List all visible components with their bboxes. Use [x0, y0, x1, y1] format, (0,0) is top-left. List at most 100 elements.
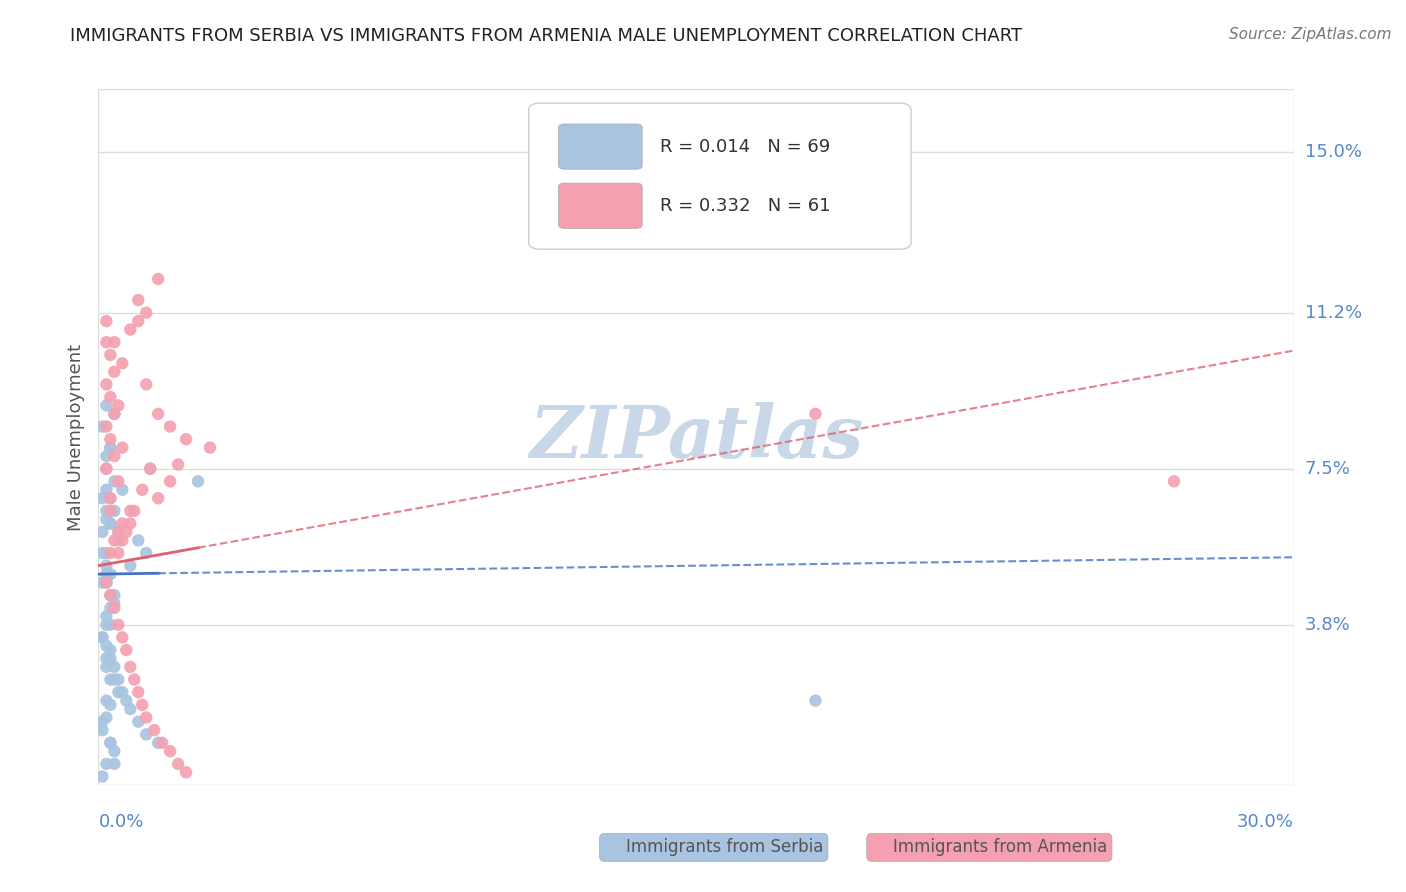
- Text: 15.0%: 15.0%: [1305, 144, 1361, 161]
- Point: [91, 419, 114, 434]
- Point: [115, 693, 138, 707]
- Point: [98, 516, 122, 531]
- Point: [159, 475, 181, 489]
- Point: [804, 407, 827, 421]
- Point: [98, 698, 122, 712]
- Point: [96, 314, 118, 328]
- Point: [103, 335, 125, 350]
- Text: 11.2%: 11.2%: [1305, 303, 1362, 322]
- Point: [159, 744, 181, 758]
- Point: [103, 407, 125, 421]
- Point: [124, 504, 146, 518]
- Point: [96, 461, 118, 475]
- Point: [98, 651, 122, 665]
- Point: [107, 685, 129, 699]
- Point: [107, 617, 129, 632]
- Point: [96, 651, 118, 665]
- Text: ZIPatlas: ZIPatlas: [529, 401, 863, 473]
- Point: [96, 567, 118, 582]
- Point: [148, 736, 170, 750]
- Point: [98, 348, 122, 362]
- Text: 0.0%: 0.0%: [98, 813, 143, 830]
- Point: [131, 483, 153, 497]
- Point: [96, 512, 118, 526]
- Point: [804, 693, 827, 707]
- Point: [96, 660, 118, 674]
- Point: [98, 643, 122, 657]
- Point: [96, 756, 118, 771]
- Point: [135, 710, 157, 724]
- Point: [135, 727, 157, 741]
- Point: [127, 714, 149, 729]
- Point: [96, 335, 118, 350]
- Point: [115, 643, 138, 657]
- Point: [91, 631, 114, 645]
- Point: [96, 575, 118, 590]
- Point: [111, 516, 134, 531]
- Point: [103, 504, 125, 518]
- Point: [103, 600, 125, 615]
- Text: 3.8%: 3.8%: [1305, 615, 1350, 633]
- Point: [98, 491, 122, 506]
- Point: [111, 441, 134, 455]
- Point: [111, 356, 134, 370]
- Point: [96, 558, 118, 573]
- Point: [167, 458, 190, 472]
- Point: [120, 504, 142, 518]
- Point: [111, 533, 134, 548]
- Text: R = 0.332   N = 61: R = 0.332 N = 61: [661, 197, 831, 215]
- Point: [107, 524, 129, 539]
- Point: [127, 314, 149, 328]
- Point: [103, 673, 125, 687]
- Point: [103, 533, 125, 548]
- Point: [98, 390, 122, 404]
- Point: [98, 588, 122, 602]
- Point: [96, 377, 118, 392]
- Point: [107, 399, 129, 413]
- Text: IMMIGRANTS FROM SERBIA VS IMMIGRANTS FROM ARMENIA MALE UNEMPLOYMENT CORRELATION : IMMIGRANTS FROM SERBIA VS IMMIGRANTS FRO…: [70, 27, 1022, 45]
- Point: [120, 660, 142, 674]
- Text: Immigrants from Serbia: Immigrants from Serbia: [605, 838, 823, 856]
- Point: [98, 736, 122, 750]
- Point: [96, 399, 118, 413]
- Point: [96, 617, 118, 632]
- Text: Immigrants from Armenia: Immigrants from Armenia: [872, 838, 1107, 856]
- Point: [96, 710, 118, 724]
- Point: [148, 272, 170, 286]
- Point: [103, 407, 125, 421]
- Point: [148, 407, 170, 421]
- Y-axis label: Male Unemployment: Male Unemployment: [66, 343, 84, 531]
- Point: [96, 693, 118, 707]
- FancyBboxPatch shape: [529, 103, 911, 249]
- Text: R = 0.014   N = 69: R = 0.014 N = 69: [661, 138, 831, 156]
- Text: 30.0%: 30.0%: [1237, 813, 1294, 830]
- Point: [103, 475, 125, 489]
- Point: [103, 744, 125, 758]
- Point: [91, 770, 114, 784]
- Point: [98, 588, 122, 602]
- Point: [120, 558, 142, 573]
- Point: [127, 533, 149, 548]
- Point: [174, 765, 197, 780]
- Point: [91, 575, 114, 590]
- Point: [167, 756, 190, 771]
- Point: [98, 567, 122, 582]
- Point: [96, 461, 118, 475]
- Point: [98, 441, 122, 455]
- Point: [174, 432, 197, 446]
- Point: [98, 516, 122, 531]
- Point: [127, 685, 149, 699]
- Point: [127, 293, 149, 307]
- Point: [135, 306, 157, 320]
- Point: [91, 524, 114, 539]
- Point: [1163, 475, 1185, 489]
- Point: [198, 441, 221, 455]
- Point: [91, 491, 114, 506]
- Point: [111, 685, 134, 699]
- Point: [111, 631, 134, 645]
- Point: [107, 524, 129, 539]
- Point: [103, 365, 125, 379]
- Point: [120, 702, 142, 716]
- Point: [91, 714, 114, 729]
- Point: [143, 723, 166, 738]
